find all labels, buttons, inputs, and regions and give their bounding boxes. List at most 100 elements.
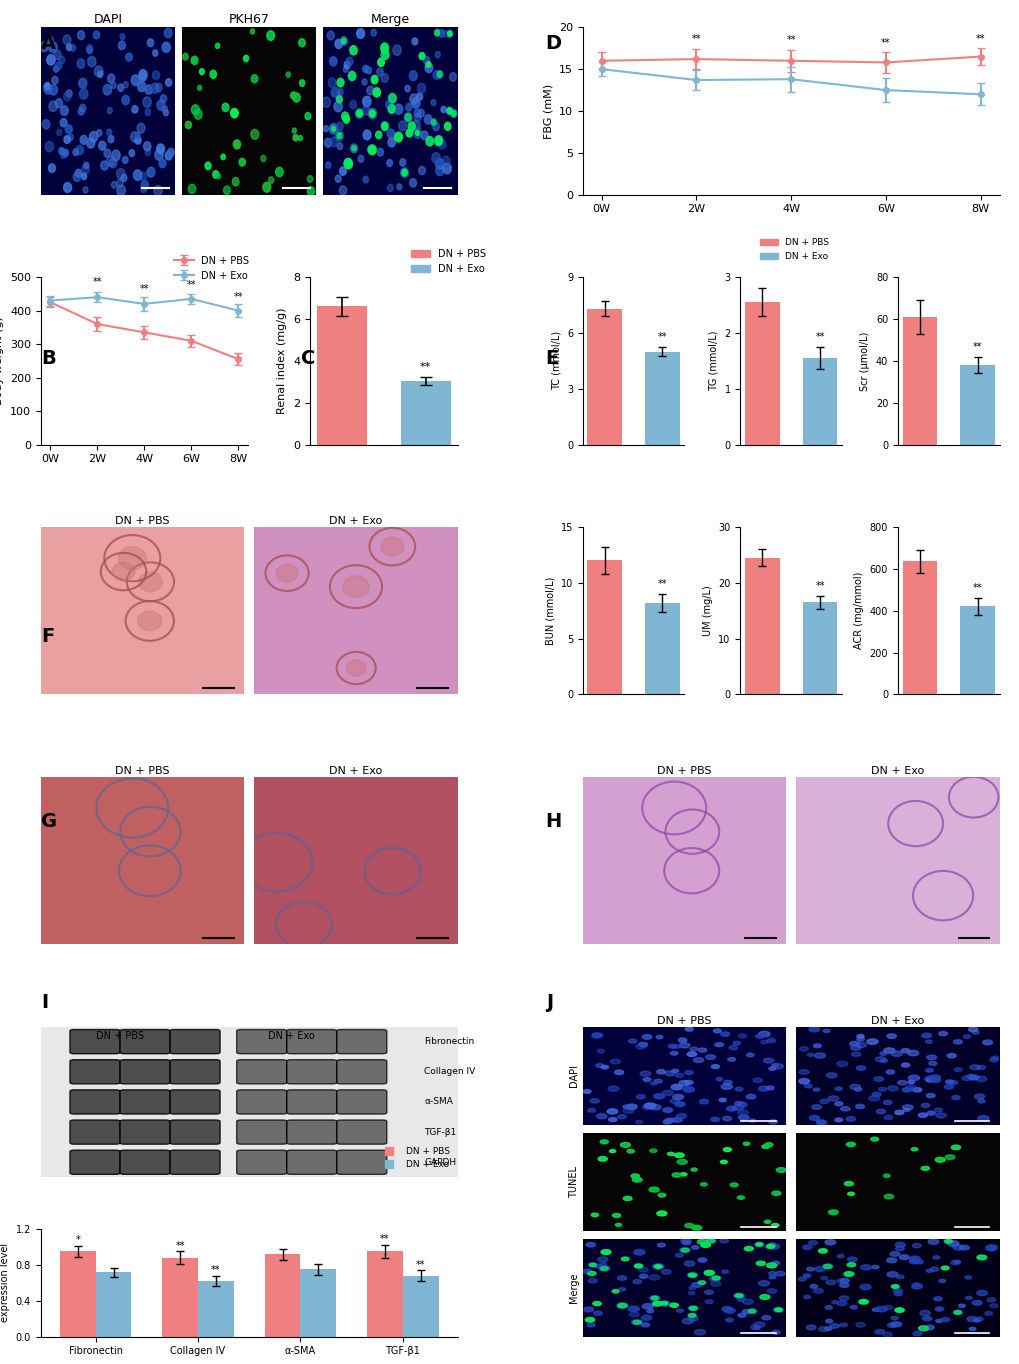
Circle shape	[446, 108, 451, 113]
Circle shape	[904, 1086, 915, 1091]
Circle shape	[131, 75, 140, 86]
Text: Fibronectin: Fibronectin	[424, 1037, 474, 1046]
Circle shape	[855, 1323, 864, 1327]
FancyBboxPatch shape	[70, 1030, 120, 1054]
Circle shape	[328, 78, 335, 87]
Bar	[162, 1258, 198, 1337]
Bar	[902, 316, 936, 445]
Circle shape	[232, 177, 238, 186]
Circle shape	[98, 71, 103, 78]
Title: DN + PBS: DN + PBS	[115, 767, 169, 776]
Circle shape	[358, 110, 363, 117]
Circle shape	[335, 175, 340, 183]
Circle shape	[650, 1105, 660, 1110]
Circle shape	[953, 1260, 960, 1263]
Circle shape	[689, 1307, 696, 1309]
Circle shape	[638, 1042, 647, 1046]
Circle shape	[675, 1102, 685, 1106]
Circle shape	[396, 184, 401, 190]
Circle shape	[959, 1245, 968, 1249]
Circle shape	[657, 1194, 665, 1198]
Circle shape	[738, 1034, 746, 1038]
Text: α-SMA: α-SMA	[424, 1098, 452, 1106]
Circle shape	[912, 1331, 921, 1335]
Circle shape	[886, 1258, 896, 1263]
Circle shape	[268, 177, 273, 183]
Circle shape	[324, 138, 331, 147]
Circle shape	[116, 179, 123, 187]
Circle shape	[327, 31, 334, 40]
Circle shape	[418, 166, 425, 175]
Circle shape	[684, 1071, 692, 1075]
Circle shape	[699, 1099, 708, 1103]
Circle shape	[633, 1249, 644, 1255]
Circle shape	[679, 1043, 689, 1048]
Circle shape	[912, 1284, 919, 1286]
Circle shape	[727, 1057, 735, 1061]
Circle shape	[49, 85, 57, 95]
Circle shape	[631, 1174, 639, 1178]
Circle shape	[641, 1315, 651, 1320]
Circle shape	[618, 1304, 627, 1308]
Circle shape	[423, 56, 429, 64]
Circle shape	[419, 53, 424, 60]
Circle shape	[405, 86, 410, 91]
Circle shape	[621, 1258, 629, 1260]
FancyBboxPatch shape	[286, 1030, 336, 1054]
Circle shape	[586, 1243, 595, 1247]
Circle shape	[108, 135, 114, 143]
Circle shape	[596, 1049, 604, 1053]
Circle shape	[766, 1263, 775, 1267]
Text: TGF-β1: TGF-β1	[424, 1128, 457, 1136]
Y-axis label: Renal index (mg/g): Renal index (mg/g)	[277, 308, 287, 415]
Circle shape	[971, 1031, 978, 1034]
Circle shape	[705, 1054, 715, 1060]
Circle shape	[107, 108, 112, 113]
Circle shape	[77, 59, 85, 68]
Circle shape	[856, 1038, 863, 1041]
Circle shape	[62, 149, 68, 157]
Circle shape	[58, 56, 64, 64]
Circle shape	[909, 1087, 916, 1091]
Circle shape	[88, 56, 96, 67]
Circle shape	[894, 1292, 902, 1296]
Circle shape	[887, 1323, 896, 1327]
Circle shape	[821, 1264, 833, 1269]
Legend: DN + PBS, DN + Exo: DN + PBS, DN + Exo	[376, 1143, 452, 1173]
Circle shape	[599, 1263, 606, 1266]
Circle shape	[336, 132, 341, 139]
Circle shape	[597, 1258, 607, 1262]
Circle shape	[45, 35, 53, 46]
Circle shape	[185, 121, 192, 128]
Circle shape	[854, 1087, 861, 1091]
Text: A: A	[41, 34, 56, 53]
Circle shape	[628, 1307, 639, 1312]
Circle shape	[194, 109, 202, 119]
Circle shape	[698, 1048, 706, 1052]
Circle shape	[829, 1323, 839, 1329]
Circle shape	[929, 1078, 940, 1083]
Circle shape	[87, 48, 92, 53]
Circle shape	[840, 1106, 849, 1112]
Circle shape	[836, 1279, 844, 1282]
Circle shape	[890, 1252, 899, 1256]
Circle shape	[701, 1243, 709, 1247]
Circle shape	[141, 186, 147, 192]
Circle shape	[951, 1095, 959, 1099]
Text: **: **	[380, 1234, 389, 1244]
Circle shape	[649, 1148, 656, 1153]
Circle shape	[700, 1243, 710, 1248]
Circle shape	[431, 120, 435, 125]
Circle shape	[233, 140, 240, 149]
Circle shape	[866, 1039, 877, 1045]
Circle shape	[438, 140, 445, 149]
Bar	[802, 603, 837, 694]
Circle shape	[76, 146, 84, 154]
Circle shape	[609, 1150, 615, 1153]
Circle shape	[870, 1138, 877, 1142]
Circle shape	[410, 179, 416, 187]
FancyBboxPatch shape	[170, 1030, 220, 1054]
Circle shape	[754, 1243, 763, 1247]
Circle shape	[972, 1319, 979, 1322]
Circle shape	[341, 112, 347, 120]
